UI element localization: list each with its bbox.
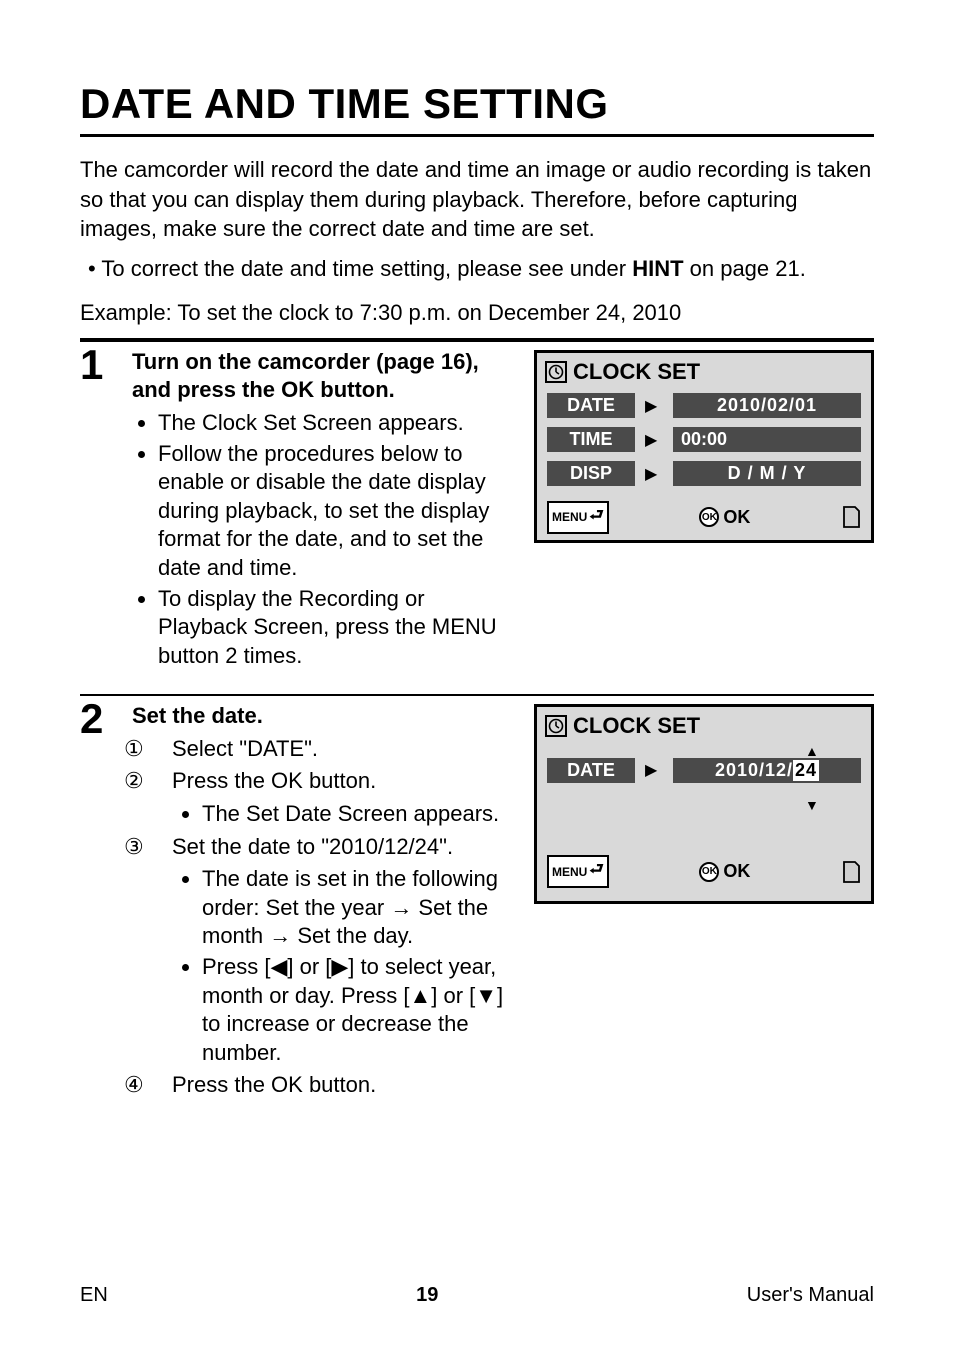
example-text: Example: To set the clock to 7:30 p.m. o…	[80, 300, 874, 326]
lcd-val-date-edit: 2010/12/24	[673, 758, 861, 783]
clock-icon	[545, 715, 567, 737]
step-1-head: Turn on the camcorder (page 16), and pre…	[132, 349, 479, 403]
step2-sub: The date is set in the following order: …	[202, 865, 516, 951]
lcd-val-disp: D / M / Y	[673, 461, 861, 486]
step-1-bullets: The Clock Set Screen appears. Follow the…	[132, 409, 516, 670]
lcd-val-date: 2010/02/01	[673, 393, 861, 418]
step-2-text: Set the date. ①Select "DATE". ②Press the…	[132, 702, 516, 1104]
step-1: 1 Turn on the camcorder (page 16), and p…	[80, 348, 874, 673]
footer-right: User's Manual	[747, 1284, 874, 1307]
lcd-key-date: DATE	[547, 393, 635, 418]
lcd-panel-2: CLOCK SET ▲ DATE ▶ 2010/12/24 ▼ MENU⮐	[534, 704, 874, 1104]
step2-item: ①Select "DATE".	[150, 735, 516, 764]
step-2-number: 2	[80, 698, 114, 740]
intro-sub-pre: To correct the date and time setting, pl…	[101, 256, 632, 281]
footer-page: 19	[416, 1284, 438, 1307]
step2-item: ④Press the OK button.	[150, 1071, 516, 1100]
step1-bullet: Follow the procedures below to enable or…	[158, 440, 516, 583]
lcd-key-date: DATE	[547, 758, 635, 783]
ok-label: OK OK	[699, 861, 750, 882]
step1-bullet: The Clock Set Screen appears.	[158, 409, 516, 438]
ok-label: OK OK	[699, 507, 750, 528]
step2-item: ③Set the date to "2010/12/24". The date …	[150, 833, 516, 1068]
sd-card-icon	[841, 860, 861, 884]
step-2-list: ①Select "DATE". ②Press the OK button. Th…	[132, 735, 516, 1100]
lcd-key-disp: DISP	[547, 461, 635, 486]
ok-circle-icon: OK	[699, 862, 719, 882]
ok-text: OK	[723, 507, 750, 528]
lcd-title-text: CLOCK SET	[573, 713, 700, 739]
ok-text: OK	[723, 861, 750, 882]
footer-left: EN	[80, 1284, 108, 1307]
lcd-row: DISP ▶ D / M / Y	[547, 459, 861, 489]
lcd-footer: MENU⮐ OK OK	[537, 847, 871, 894]
rule-before-step1	[80, 338, 874, 342]
lcd-row: TIME ▶ 00:00	[547, 425, 861, 455]
menu-icon: MENU⮐	[547, 501, 609, 534]
step-1-text: Turn on the camcorder (page 16), and pre…	[132, 348, 516, 673]
step2-sub: Press [◀] or [▶] to select year, month o…	[202, 953, 516, 1067]
menu-icon: MENU⮐	[547, 855, 609, 888]
lcd-panel-1: CLOCK SET DATE ▶ 2010/02/01 TIME ▶ 00:00…	[534, 350, 874, 673]
date-day-highlight: 24	[793, 760, 819, 781]
rule-before-step2	[80, 694, 874, 696]
triangle-right-icon: ▶	[645, 396, 663, 416]
lcd-key-time: TIME	[547, 427, 635, 452]
intro-sub: To correct the date and time setting, pl…	[80, 254, 874, 284]
ok-circle-icon: OK	[699, 507, 719, 527]
lcd-val-time: 00:00	[673, 427, 861, 452]
lcd-title-text: CLOCK SET	[573, 359, 700, 385]
lcd-footer: MENU⮐ OK OK	[537, 493, 871, 540]
intro-sub-post: on page 21.	[684, 256, 806, 281]
clock-icon	[545, 361, 567, 383]
intro-text: The camcorder will record the date and t…	[80, 155, 874, 244]
triangle-right-icon: ▶	[645, 430, 663, 450]
step2-item: ②Press the OK button. The Set Date Scree…	[150, 767, 516, 828]
intro-sub-bullet	[88, 256, 101, 281]
page-footer: EN 19 User's Manual	[80, 1284, 874, 1307]
step1-bullet: To display the Recording or Playback Scr…	[158, 585, 516, 671]
triangle-right-icon: ▶	[645, 760, 663, 780]
title-rule	[80, 134, 874, 137]
page-title: DATE AND TIME SETTING	[80, 80, 874, 128]
triangle-up-icon: ▲	[805, 743, 819, 759]
step-2-head: Set the date.	[132, 703, 263, 728]
step2-sub: The Set Date Screen appears.	[202, 800, 516, 829]
sd-card-icon	[841, 505, 861, 529]
lcd-row: DATE ▶ 2010/12/24	[547, 755, 861, 785]
lcd-row: DATE ▶ 2010/02/01	[547, 391, 861, 421]
page: DATE AND TIME SETTING The camcorder will…	[0, 0, 954, 1345]
step-1-number: 1	[80, 344, 114, 386]
triangle-down-icon: ▼	[805, 797, 819, 813]
hint-word: HINT	[632, 256, 683, 281]
step-2: 2 Set the date. ①Select "DATE". ②Press t…	[80, 702, 874, 1104]
triangle-right-icon: ▶	[645, 464, 663, 484]
